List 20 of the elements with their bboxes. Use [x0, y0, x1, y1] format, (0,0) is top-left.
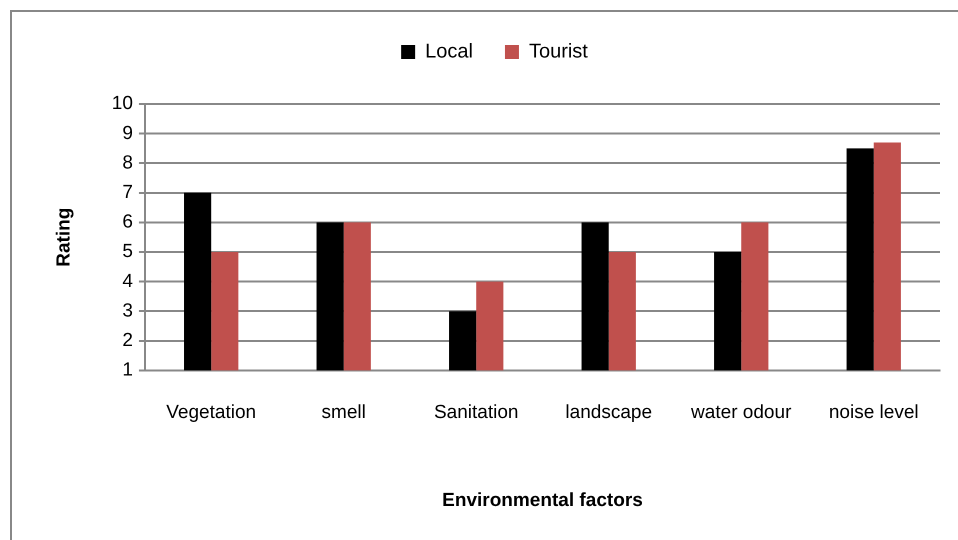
x-tick-label: noise level	[828, 402, 919, 424]
x-tick-label: landscape	[565, 402, 652, 424]
y-tick-label: 9	[122, 122, 133, 144]
x-tick-label: Vegetation	[166, 402, 256, 424]
y-tick-label: 3	[122, 300, 133, 322]
y-tick-label: 2	[122, 330, 133, 352]
y-tick-label: 10	[112, 93, 133, 114]
y-tick-label: 7	[122, 182, 133, 204]
legend-label: Tourist	[528, 40, 588, 63]
y-tick-label: 5	[122, 241, 133, 262]
x-tick-label: Sanitation	[434, 402, 518, 424]
x-axis-title: Environmental factors	[442, 490, 643, 511]
legend-label: Local	[425, 40, 473, 63]
y-tick-label: 1	[122, 360, 133, 381]
x-tick-label: smell	[322, 402, 366, 424]
y-tick-label: 4	[122, 270, 134, 292]
x-tick-label: water odour	[690, 402, 792, 424]
y-tick-label: 6	[122, 212, 133, 233]
y-axis-title: Rating	[54, 208, 75, 267]
y-tick-label: 8	[122, 152, 133, 174]
